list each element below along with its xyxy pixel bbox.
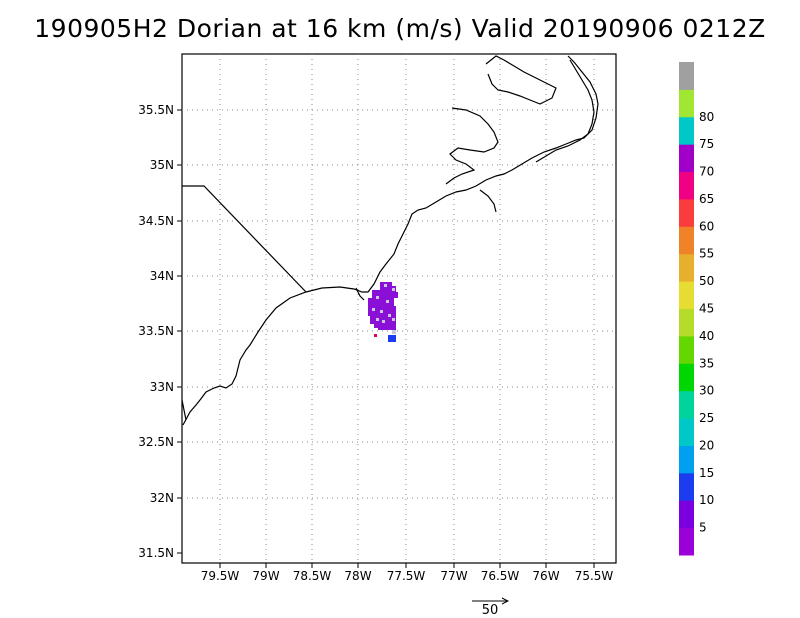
- state-border: [182, 185, 307, 293]
- vector-scale: 50: [472, 597, 510, 618]
- colorbar-segment: [679, 253, 694, 282]
- wind-cell: [374, 322, 396, 328]
- longitude-labels: 79.5W 79W 78.5W 78W 77.5W 77W 76.5W 76W 75.5W: [201, 563, 614, 583]
- colorbar-label: 15: [699, 466, 714, 480]
- cape-fear-bay: [355, 287, 365, 301]
- colorbar-label: 65: [699, 192, 714, 206]
- wind-cell-light: [376, 318, 379, 321]
- colorbar-label: 80: [699, 110, 714, 124]
- colorbar-segment: [679, 445, 694, 474]
- wind-cell: [378, 326, 396, 330]
- lat-label: 32N: [150, 491, 174, 505]
- colorbar-label: 70: [699, 165, 714, 179]
- colorbar-segment: [679, 62, 694, 90]
- lat-label: 34.5N: [138, 214, 174, 228]
- wind-cell-light: [382, 320, 385, 323]
- wind-cell: [370, 314, 396, 324]
- vector-scale-label: 50: [482, 603, 499, 618]
- colorbar-segment: [679, 171, 694, 200]
- wind-cell-light: [376, 296, 379, 299]
- lon-label: 76W: [532, 569, 559, 583]
- lat-label: 34N: [150, 269, 174, 283]
- colorbar-label: 10: [699, 493, 714, 507]
- lon-label: 78W: [344, 569, 371, 583]
- outer-banks: [535, 59, 595, 163]
- colorbar-segment: [679, 116, 694, 145]
- lon-label: 77W: [440, 569, 467, 583]
- lat-label: 33N: [150, 380, 174, 394]
- wind-cell-light: [384, 284, 387, 287]
- wind-cell-light: [386, 300, 389, 303]
- coastline: [181, 55, 599, 426]
- colorbar-label: 75: [699, 137, 714, 151]
- wind-speed-patch: [368, 282, 398, 342]
- lat-label: 32.5N: [138, 435, 174, 449]
- colorbar-segment: [679, 500, 694, 529]
- colorbar-label: 40: [699, 329, 714, 343]
- wind-cell-light: [392, 318, 395, 321]
- lat-label: 31.5N: [138, 546, 174, 560]
- lon-label: 76.5W: [481, 569, 520, 583]
- colorbar-label: 45: [699, 302, 714, 316]
- lon-label: 78.5W: [293, 569, 332, 583]
- colorbar: [679, 62, 694, 556]
- colorbar-label: 25: [699, 411, 714, 425]
- colorbar-label: 60: [699, 219, 714, 233]
- colorbar-label: 55: [699, 247, 714, 261]
- wind-cell-red: [374, 334, 377, 337]
- colorbar-segment: [679, 281, 694, 309]
- pamlico-sound: [445, 107, 499, 185]
- colorbar-segment: [679, 198, 694, 227]
- wind-cell: [390, 292, 398, 298]
- latitude-labels: 35.5N 35N 34.5N 34N 33.5N 33N 32.5N 32N 31.5N: [138, 103, 182, 560]
- colorbar-label: 5: [699, 521, 707, 535]
- albemarle-sound: [485, 55, 557, 105]
- colorbar-segment: [679, 527, 694, 556]
- colorbar-segment: [679, 390, 694, 419]
- wind-cell-light: [388, 314, 391, 317]
- colorbar-segment: [679, 308, 694, 337]
- graticule: [182, 54, 616, 563]
- coast-south-stub: [181, 399, 187, 421]
- wind-cell-light: [372, 308, 375, 311]
- lat-label: 35N: [150, 158, 174, 172]
- lat-label: 35.5N: [138, 103, 174, 117]
- wind-cell: [368, 298, 394, 308]
- colorbar-segment: [679, 363, 694, 392]
- colorbar-segment: [679, 144, 694, 173]
- chart-title: 190905H2 Dorian at 16 km (m/s) Valid 201…: [34, 14, 766, 43]
- wind-cell-blue: [388, 335, 396, 342]
- wind-cell: [372, 290, 394, 300]
- colorbar-segment: [679, 418, 694, 446]
- wind-cell: [386, 286, 396, 294]
- colorbar-label: 35: [699, 356, 714, 370]
- colorbar-label: 30: [699, 384, 714, 398]
- wind-cell-light: [392, 288, 395, 291]
- lon-label: 79.5W: [201, 569, 240, 583]
- wind-cell-light: [392, 330, 396, 334]
- colorbar-segment: [679, 89, 694, 118]
- lon-label: 79W: [252, 569, 279, 583]
- colorbar-labels: 5 10 15 20 25 30 35 40 45 50 55 60 65 70 75 80: [699, 110, 714, 535]
- colorbar-segment: [679, 335, 694, 364]
- wind-cell-light: [380, 310, 383, 313]
- colorbar-segment: [679, 226, 694, 255]
- cape-lookout: [479, 189, 497, 213]
- map-frame: [181, 53, 617, 564]
- lon-label: 75.5W: [575, 569, 614, 583]
- colorbar-label: 20: [699, 438, 714, 452]
- lon-label: 77.5W: [387, 569, 426, 583]
- colorbar-segment: [679, 472, 694, 501]
- colorbar-label: 50: [699, 274, 714, 288]
- vector-scale-arrowhead: [501, 597, 510, 605]
- lat-label: 33.5N: [138, 324, 174, 338]
- coastline-main: [182, 55, 599, 426]
